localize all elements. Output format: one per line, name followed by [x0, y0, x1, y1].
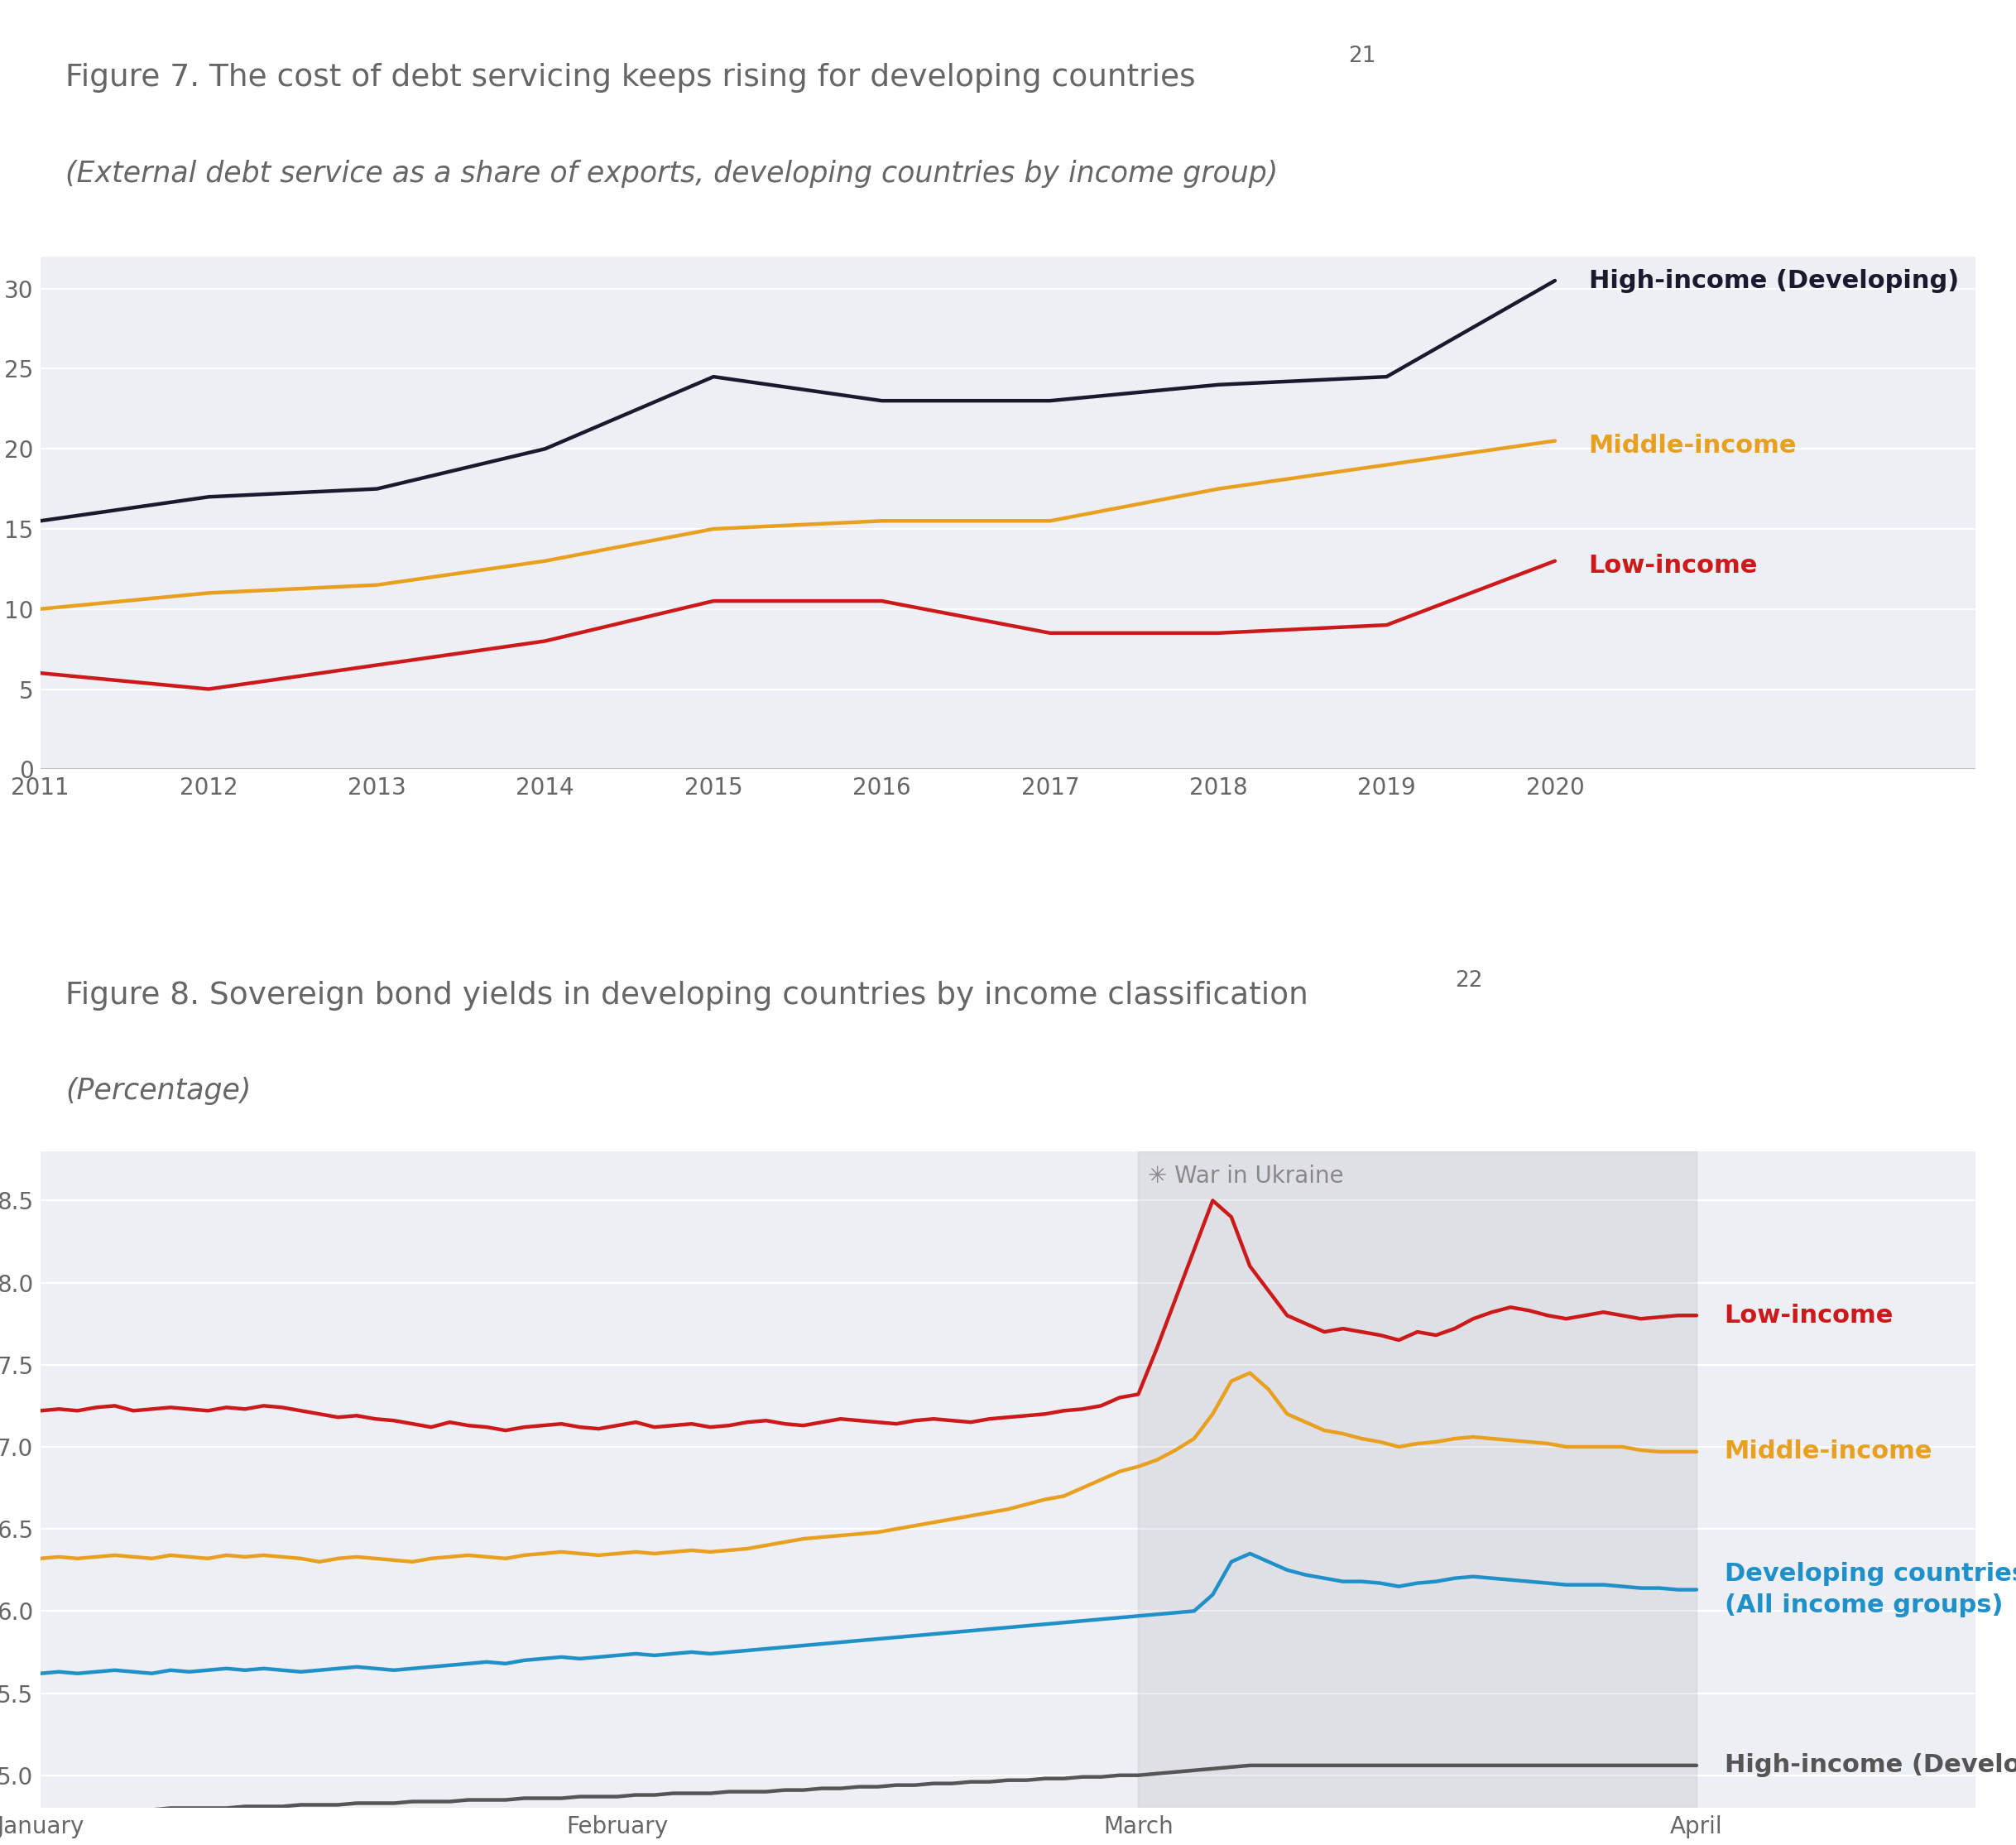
Text: 21: 21 — [1349, 46, 1377, 66]
Text: Low-income: Low-income — [1724, 1303, 1893, 1327]
Text: (External debt service as a share of exports, developing countries by income gro: (External debt service as a share of exp… — [65, 161, 1278, 188]
Bar — [1139, 1151, 1697, 1808]
Text: ✳ War in Ukraine: ✳ War in Ukraine — [1147, 1164, 1343, 1188]
Text: Middle-income: Middle-income — [1589, 434, 1796, 458]
Text: Developing countries
(All income groups): Developing countries (All income groups) — [1724, 1563, 2016, 1618]
Text: High-income (Developing): High-income (Developing) — [1724, 1753, 2016, 1777]
Text: 22: 22 — [1456, 970, 1484, 991]
Text: Middle-income: Middle-income — [1724, 1439, 1933, 1463]
Text: Figure 8. Sovereign bond yields in developing countries by income classification: Figure 8. Sovereign bond yields in devel… — [65, 982, 1318, 1011]
Text: Low-income: Low-income — [1589, 553, 1758, 577]
Text: (Percentage): (Percentage) — [65, 1077, 252, 1105]
Text: Figure 7. The cost of debt servicing keeps rising for developing countries: Figure 7. The cost of debt servicing kee… — [65, 63, 1206, 92]
Text: High-income (Developing): High-income (Developing) — [1589, 269, 1960, 293]
